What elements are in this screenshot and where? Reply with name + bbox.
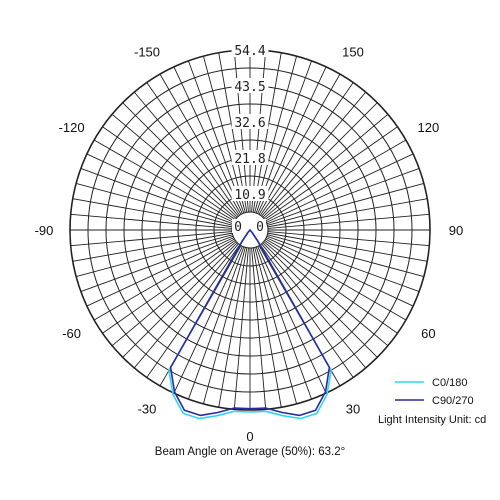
grid-spoke bbox=[252, 52, 282, 213]
ring-label-background bbox=[231, 42, 269, 57]
grid-spoke bbox=[267, 234, 424, 278]
ring-label: 21.8 bbox=[234, 152, 265, 167]
series-curve bbox=[169, 229, 331, 417]
grid-spoke bbox=[263, 241, 389, 347]
grid-spoke bbox=[72, 198, 233, 228]
angle-label: 60 bbox=[421, 326, 435, 341]
grid-spoke bbox=[202, 247, 246, 404]
grid-spoke bbox=[173, 66, 243, 214]
grid-spoke bbox=[76, 182, 233, 226]
grid-spoke bbox=[173, 246, 243, 394]
unit-label: Light Intensity Unit: cd bbox=[378, 414, 486, 426]
grid-spoke bbox=[257, 246, 327, 394]
grid-spoke bbox=[263, 113, 389, 219]
legend: C0/180 C90/270 bbox=[395, 377, 474, 407]
ring-labels: 54.4 43.5 32.6 21.8 10.9 0 0 bbox=[231, 42, 269, 235]
grid-spoke bbox=[70, 231, 233, 247]
ring-label: 10.9 bbox=[234, 188, 265, 203]
grid-spoke bbox=[267, 231, 430, 247]
grid-spoke bbox=[267, 198, 428, 228]
angle-label: -150 bbox=[134, 45, 160, 60]
grid-spoke bbox=[257, 66, 327, 214]
legend-label: C0/180 bbox=[432, 377, 467, 389]
ring-label-background bbox=[231, 150, 269, 165]
grid-spoke bbox=[102, 126, 236, 221]
grid-spoke bbox=[261, 91, 367, 217]
ring-label: 43.5 bbox=[234, 80, 265, 95]
ring-label-background bbox=[254, 219, 266, 233]
grid-spoke bbox=[266, 235, 420, 292]
angle-labels: 0 30 60 90 120 150 -30 -60 -90 -120 -150 bbox=[35, 45, 464, 444]
series-curves bbox=[168, 229, 332, 420]
grid-spoke bbox=[252, 247, 282, 408]
ring-label-background bbox=[231, 186, 269, 201]
grid-spoke bbox=[251, 50, 267, 213]
beam-angle-caption: Beam Angle on Average (50%): 63.2° bbox=[154, 446, 346, 458]
grid-spoke bbox=[265, 139, 407, 222]
ring-label-background bbox=[231, 114, 269, 129]
grid-spoke bbox=[251, 247, 267, 410]
grid-spoke bbox=[258, 73, 341, 215]
grid-spoke bbox=[146, 82, 241, 216]
grid-spoke bbox=[111, 241, 237, 347]
grid-spoke bbox=[267, 232, 428, 262]
grid-spoke bbox=[265, 238, 407, 321]
ring-label: 54.4 bbox=[234, 44, 265, 59]
angle-label: -120 bbox=[59, 120, 85, 135]
angle-label: -90 bbox=[35, 223, 54, 238]
grid-spoke bbox=[93, 139, 235, 222]
ring-label-background bbox=[231, 78, 269, 93]
grid-spoke bbox=[262, 242, 378, 358]
grid-spoke bbox=[264, 239, 398, 334]
series-curve bbox=[168, 229, 332, 420]
grid-spoke bbox=[159, 73, 242, 215]
ring-label-background bbox=[232, 219, 244, 233]
legend-label: C90/270 bbox=[432, 395, 474, 407]
grid-spoke bbox=[266, 153, 414, 223]
grid-spoke bbox=[133, 91, 239, 217]
grid-spoke bbox=[233, 247, 249, 410]
grid-spoke bbox=[218, 52, 248, 213]
grid-spoke bbox=[233, 50, 249, 213]
polar-grid bbox=[69, 49, 431, 411]
grid-spoke bbox=[254, 247, 298, 404]
grid-spoke bbox=[259, 82, 354, 216]
grid-spoke bbox=[255, 246, 312, 400]
grid-spoke bbox=[264, 126, 398, 221]
angle-label: 90 bbox=[449, 223, 463, 238]
origin-zero-label: 0 bbox=[256, 220, 264, 235]
angle-label: 120 bbox=[418, 120, 440, 135]
grid-spoke bbox=[261, 243, 367, 369]
grid-spoke bbox=[76, 234, 233, 278]
grid-spoke bbox=[86, 153, 234, 223]
grid-spoke bbox=[70, 213, 233, 229]
angle-label: 150 bbox=[342, 45, 364, 60]
grid-spoke bbox=[122, 102, 238, 218]
ring-label: 32.6 bbox=[234, 116, 265, 131]
grid-spoke bbox=[188, 246, 245, 400]
grid-spoke bbox=[262, 102, 378, 218]
grid-spoke bbox=[133, 243, 239, 369]
grid-spoke bbox=[218, 247, 248, 408]
angle-label: 0 bbox=[246, 429, 253, 444]
grid-spoke bbox=[102, 239, 236, 334]
grid-spoke bbox=[80, 168, 234, 225]
grid-spoke bbox=[266, 237, 414, 307]
grid-spoke bbox=[72, 232, 233, 262]
grid-spoke bbox=[266, 168, 420, 225]
grid-spoke bbox=[93, 238, 235, 321]
grid-spoke bbox=[86, 237, 234, 307]
origin-zero-label: 0 bbox=[234, 220, 242, 235]
angle-label: 30 bbox=[346, 401, 360, 416]
angle-label: -30 bbox=[138, 401, 157, 416]
grid-spoke bbox=[111, 113, 237, 219]
angle-label: -60 bbox=[62, 326, 81, 341]
grid-spoke bbox=[267, 182, 424, 226]
grid-spoke bbox=[122, 242, 238, 358]
grid-spoke bbox=[259, 244, 354, 378]
grid-spoke bbox=[267, 213, 430, 229]
grid-spoke bbox=[80, 235, 234, 292]
grid-spoke bbox=[146, 244, 241, 378]
